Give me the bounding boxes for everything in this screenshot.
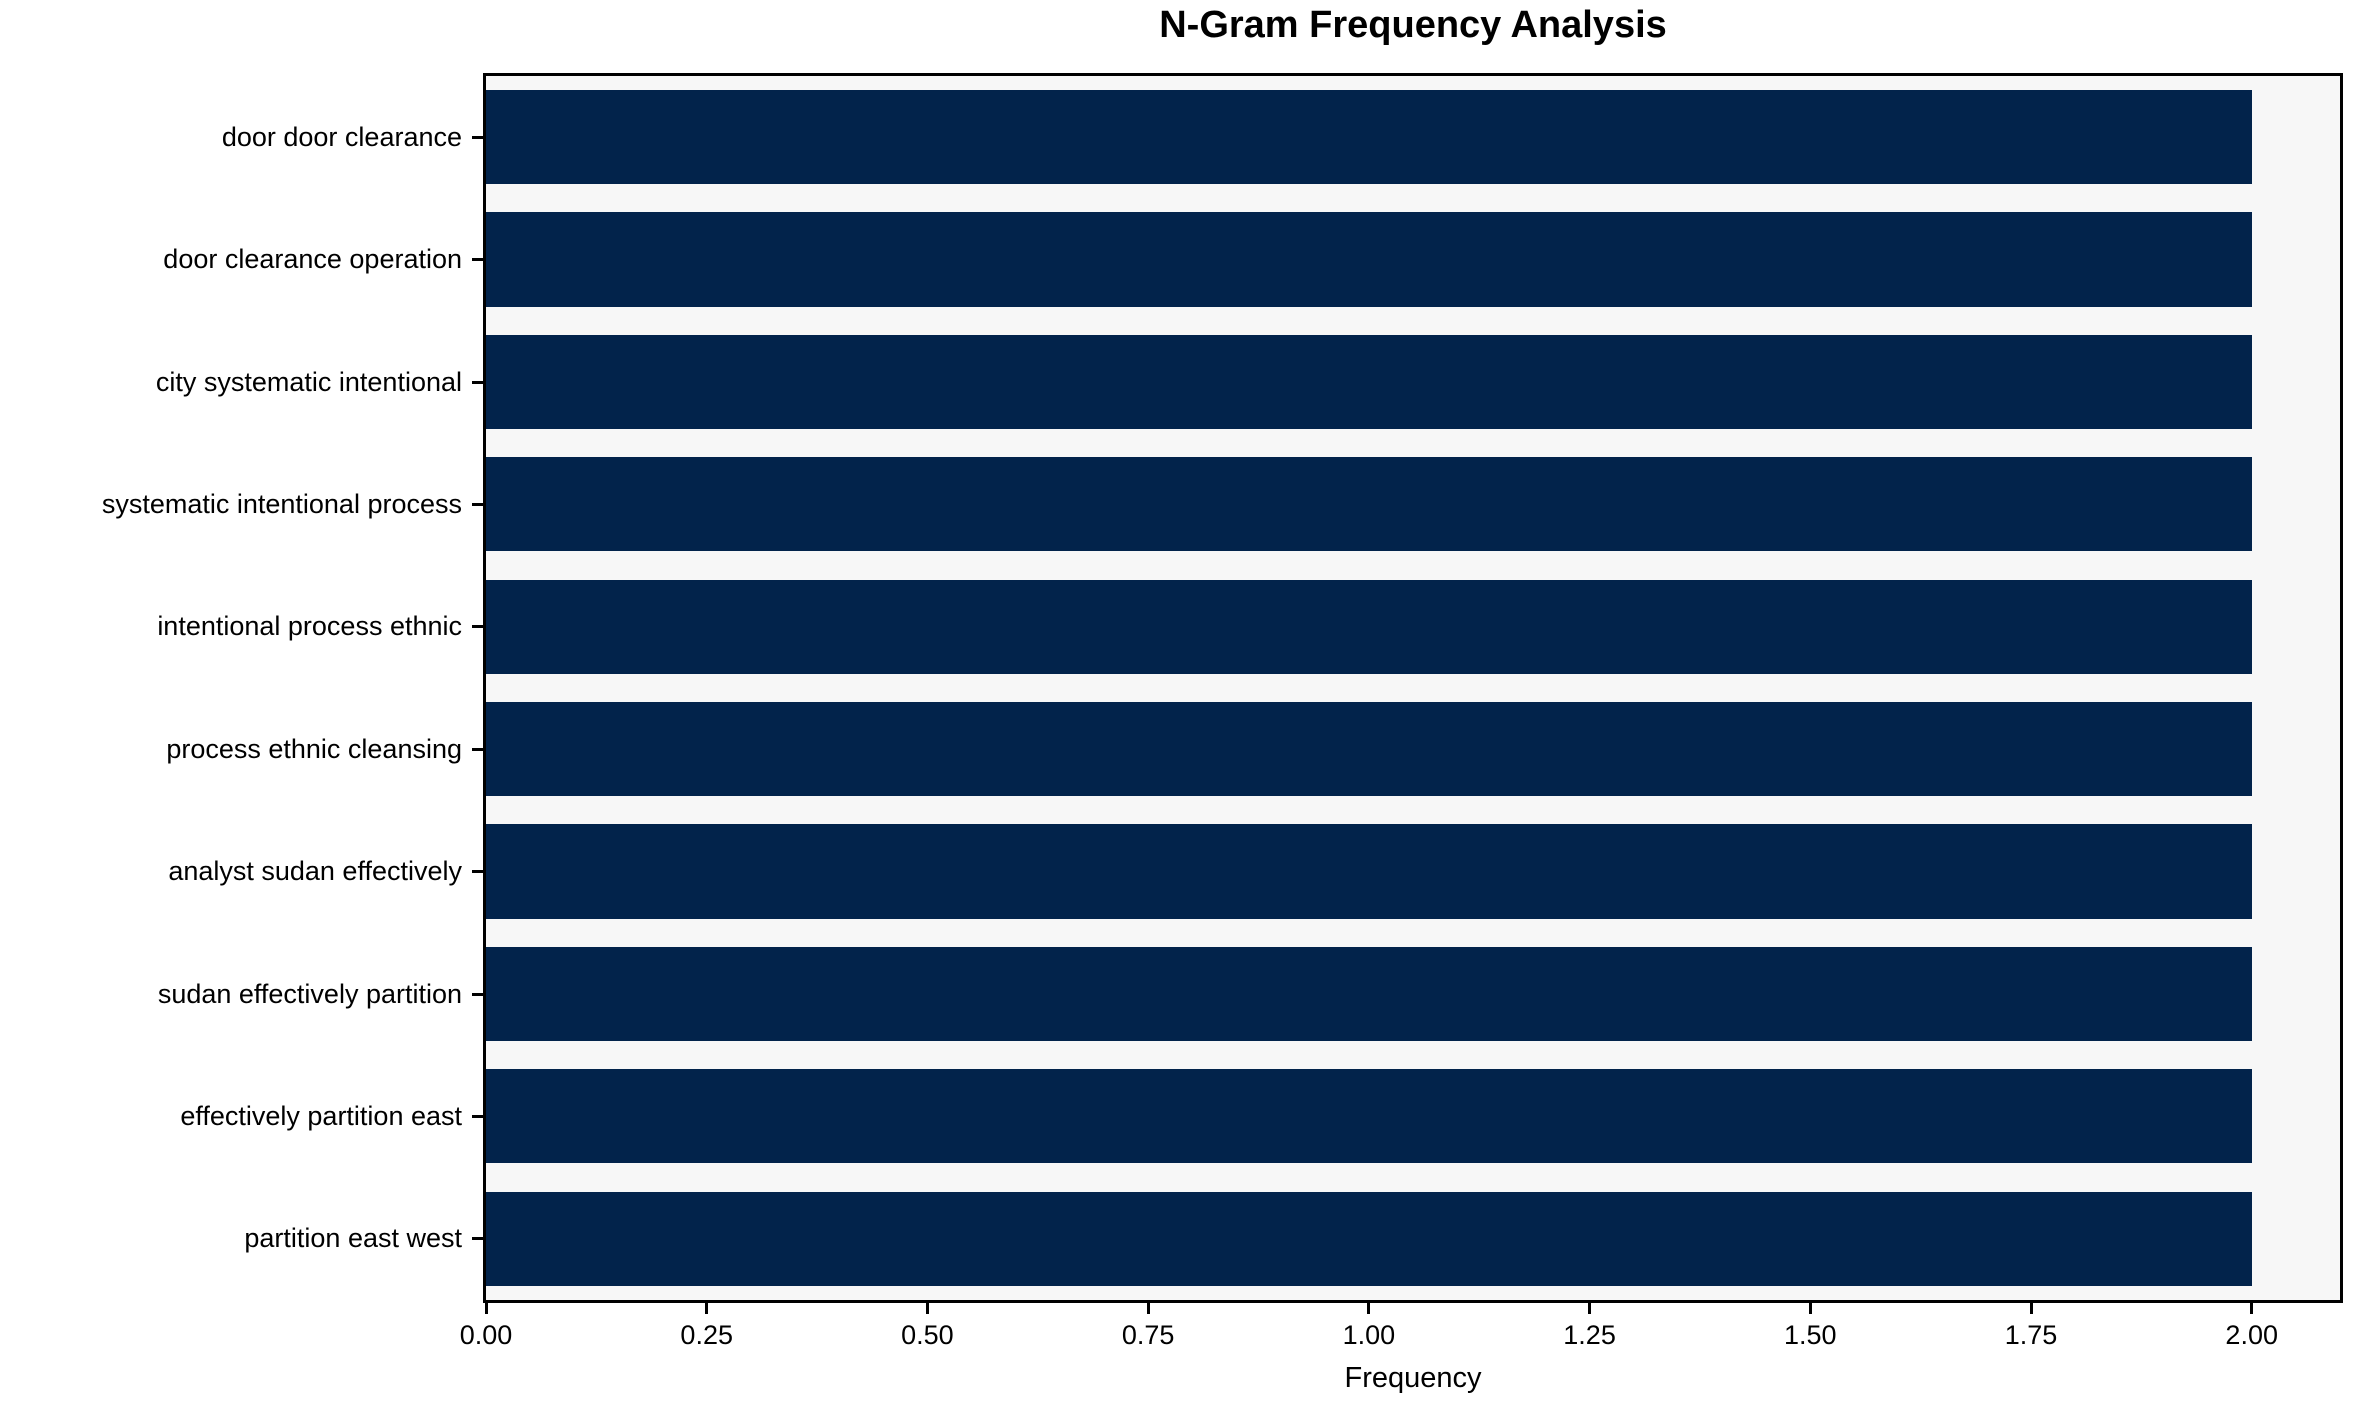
y-tick-mark — [472, 747, 483, 751]
y-tick-mark — [472, 380, 483, 384]
y-tick-label: partition east west — [244, 1223, 462, 1254]
bar-row — [486, 443, 2340, 565]
bar-row — [486, 1055, 2340, 1177]
plot-area — [483, 73, 2343, 1303]
bar-row — [486, 933, 2340, 1055]
x-tick-mark — [2250, 1303, 2254, 1314]
x-tick-label: 1.25 — [1563, 1320, 1616, 1350]
bar-row — [486, 321, 2340, 443]
bar — [486, 1191, 2252, 1286]
bar-row — [486, 76, 2340, 198]
y-tick-mark — [472, 992, 483, 996]
x-tick-label: 0.50 — [901, 1320, 954, 1350]
x-tick-mark — [925, 1303, 929, 1314]
x-tick-label: 0.25 — [680, 1320, 733, 1350]
y-tick-mark — [472, 502, 483, 506]
x-tick-mark — [484, 1303, 488, 1314]
y-tick-mark — [472, 1237, 483, 1241]
x-tick-mark — [1588, 1303, 1592, 1314]
bar-row — [486, 688, 2340, 810]
y-tick-mark — [472, 258, 483, 262]
chart-title: N-Gram Frequency Analysis — [1159, 4, 1667, 46]
bar-row — [486, 198, 2340, 320]
bar — [486, 90, 2252, 185]
x-tick-label: 0.00 — [459, 1320, 513, 1350]
x-tick-mark — [2029, 1303, 2033, 1314]
x-tick-mark — [1146, 1303, 1150, 1314]
x-tick-label: 1.00 — [1342, 1320, 1396, 1350]
y-tick-mark — [472, 1114, 483, 1118]
bar-row — [486, 566, 2340, 688]
bar — [486, 579, 2252, 674]
y-tick-label: city systematic intentional — [155, 366, 462, 397]
y-tick-mark — [472, 870, 483, 874]
bar — [486, 1069, 2252, 1164]
bar — [486, 457, 2252, 552]
x-tick-label: 1.75 — [2004, 1320, 2058, 1350]
x-tick-mark — [705, 1303, 709, 1314]
bar — [486, 334, 2252, 430]
x-tick-mark — [1367, 1303, 1371, 1314]
y-tick-mark — [472, 135, 483, 139]
bar-row — [486, 810, 2340, 932]
bar — [486, 702, 2252, 797]
y-tick-label: intentional process ethnic — [157, 611, 462, 642]
y-tick-mark — [472, 625, 483, 629]
y-tick-label: door clearance operation — [163, 244, 462, 275]
x-tick-label: 0.75 — [1121, 1320, 1175, 1350]
x-tick-label: 1.50 — [1784, 1320, 1837, 1350]
y-tick-label: process ethnic cleansing — [166, 733, 462, 764]
bar — [486, 824, 2252, 919]
y-tick-label: systematic intentional process — [101, 488, 462, 519]
y-tick-label: door door clearance — [221, 121, 462, 152]
bar — [486, 212, 2252, 307]
bar-row — [486, 1178, 2340, 1300]
y-tick-label: effectively partition east — [180, 1100, 462, 1131]
y-tick-label: sudan effectively partition — [157, 978, 462, 1009]
y-tick-label: analyst sudan effectively — [168, 856, 462, 887]
bar — [486, 946, 2252, 1042]
x-tick-mark — [1808, 1303, 1812, 1314]
x-axis-label: Frequency — [1344, 1362, 1482, 1394]
x-tick-label: 2.00 — [2225, 1320, 2278, 1350]
